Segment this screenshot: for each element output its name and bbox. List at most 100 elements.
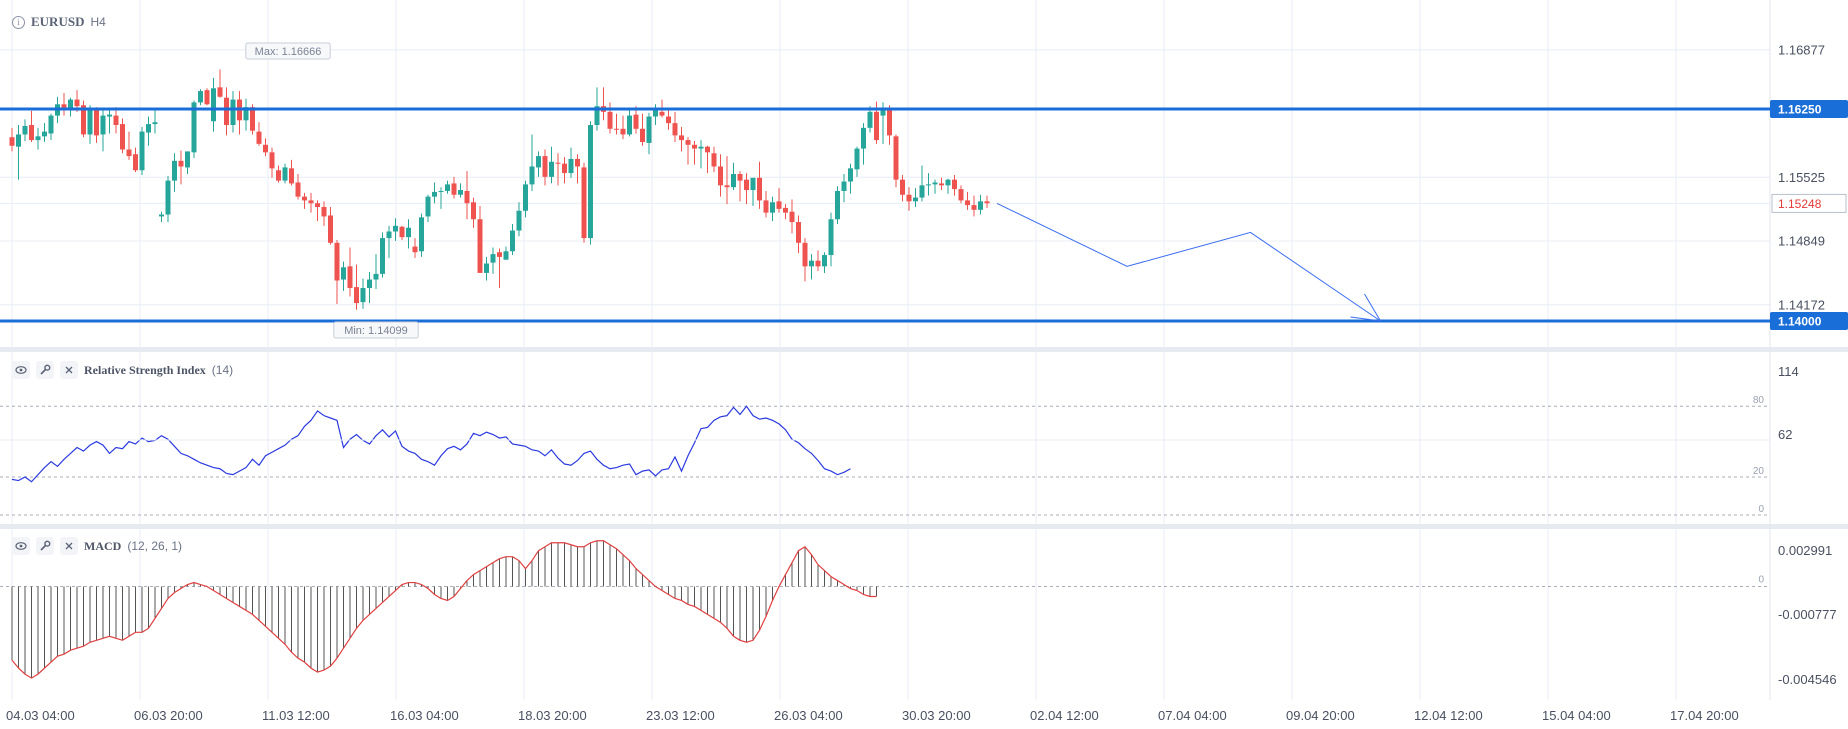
candle-body xyxy=(438,190,444,192)
candle-body xyxy=(68,99,73,109)
max-label-box xyxy=(245,42,331,60)
candle-body xyxy=(906,194,912,202)
max-label: Max: 1.16666 xyxy=(255,46,322,58)
macd-header: MACD (12, 26, 1) xyxy=(12,537,182,555)
candle-body xyxy=(965,200,970,206)
candle-body xyxy=(705,146,710,153)
candle-body xyxy=(393,225,398,232)
candle-body xyxy=(744,179,749,191)
candle-body xyxy=(276,170,281,181)
candle-body xyxy=(503,251,509,260)
candle-body xyxy=(796,222,801,243)
candle-body xyxy=(939,183,944,186)
candle-body xyxy=(562,163,567,174)
candle-body xyxy=(243,107,249,121)
rsi-header: Relative Strength Index (14) xyxy=(12,361,233,379)
candle-body xyxy=(672,123,678,136)
time-axis-label: 07.04 04:00 xyxy=(1158,708,1227,723)
candle-body xyxy=(835,190,840,220)
candle-body xyxy=(42,131,47,137)
macd-line xyxy=(11,540,877,679)
candle-body xyxy=(230,99,236,126)
rsi-tick-label: 62 xyxy=(1778,427,1792,442)
price-tick-label: 1.16877 xyxy=(1778,42,1825,57)
candle-body xyxy=(776,201,782,209)
candle-body xyxy=(568,158,574,174)
candle-body xyxy=(373,273,379,280)
candlestick-series xyxy=(9,69,990,310)
horizontal-levels[interactable]: 1.16250 1.14000 xyxy=(0,100,1848,330)
candle-body xyxy=(178,160,184,167)
close-icon[interactable] xyxy=(60,537,78,555)
candle-body xyxy=(763,200,769,213)
candle-body xyxy=(451,183,457,195)
candle-body xyxy=(757,177,762,201)
candle-body xyxy=(529,166,535,185)
level-price-tag xyxy=(1770,100,1848,118)
symbol-name[interactable]: EURUSD xyxy=(31,14,85,29)
candle-body xyxy=(321,206,327,217)
candle-body xyxy=(477,219,483,273)
candle-body xyxy=(399,226,405,238)
candle-body xyxy=(107,114,112,117)
wrench-icon[interactable] xyxy=(36,361,54,379)
candle-body xyxy=(978,201,983,210)
macd-params: (12, 26, 1) xyxy=(127,539,183,553)
candle-body xyxy=(269,152,275,169)
candle-body xyxy=(120,124,125,150)
candle-body xyxy=(367,279,372,289)
time-axis-label: 15.04 04:00 xyxy=(1542,708,1611,723)
candle-body xyxy=(542,156,548,177)
candle-body xyxy=(256,131,262,144)
candle-body xyxy=(61,104,67,109)
candle-body xyxy=(640,128,645,142)
candle-body xyxy=(516,210,522,231)
candle-body xyxy=(770,202,775,213)
candle-body xyxy=(789,211,795,223)
candle-body xyxy=(432,191,437,197)
candle-body xyxy=(133,154,138,171)
candle-body xyxy=(893,136,899,180)
candle-body xyxy=(614,128,619,130)
candle-body xyxy=(679,135,684,141)
candle-body xyxy=(165,180,171,215)
time-axis-label: 23.03 12:00 xyxy=(646,708,715,723)
candle-body xyxy=(490,254,496,263)
time-axis-label: 04.03 04:00 xyxy=(6,708,75,723)
rsi-params: (14) xyxy=(211,363,234,377)
candle-body xyxy=(646,116,652,143)
eye-icon[interactable] xyxy=(12,537,30,555)
candle-body xyxy=(588,125,593,239)
time-axis-label: 11.03 12:00 xyxy=(262,708,330,723)
chart-overlays: Max: 1.16666 Min: 1.14099 1.15248 xyxy=(245,42,1847,339)
rsi-name: Relative Strength Index xyxy=(84,362,206,377)
candle-body xyxy=(126,149,132,157)
candle-body xyxy=(35,136,41,141)
timeframe[interactable]: H4 xyxy=(90,15,106,29)
candle-body xyxy=(204,90,210,105)
candle-body xyxy=(802,242,808,267)
info-icon[interactable]: i xyxy=(12,15,25,29)
candle-body xyxy=(412,246,418,253)
candle-body xyxy=(100,115,106,135)
macd-tick-label: -0.004546 xyxy=(1778,672,1837,687)
candle-body xyxy=(308,200,314,204)
level-price-label: 1.16250 xyxy=(1778,103,1822,117)
candle-body xyxy=(328,215,333,243)
candle-body xyxy=(445,184,450,191)
rsi-tick-label: 114 xyxy=(1778,364,1799,379)
candle-body xyxy=(718,166,723,186)
candle-body xyxy=(419,217,424,252)
macd-tick-label: 0.002991 xyxy=(1778,543,1832,558)
wrench-icon[interactable] xyxy=(36,537,54,555)
eye-icon[interactable] xyxy=(12,361,30,379)
time-axis-label: 17.04 20:00 xyxy=(1670,708,1739,723)
close-icon[interactable] xyxy=(60,361,78,379)
candle-body xyxy=(464,190,470,204)
candle-body xyxy=(841,181,847,191)
time-axis-label: 30.03 20:00 xyxy=(902,708,971,723)
time-axis-label: 09.04 20:00 xyxy=(1286,708,1355,723)
rsi-pane: 80 20 0 xyxy=(0,395,1770,516)
candle-body xyxy=(653,109,658,117)
